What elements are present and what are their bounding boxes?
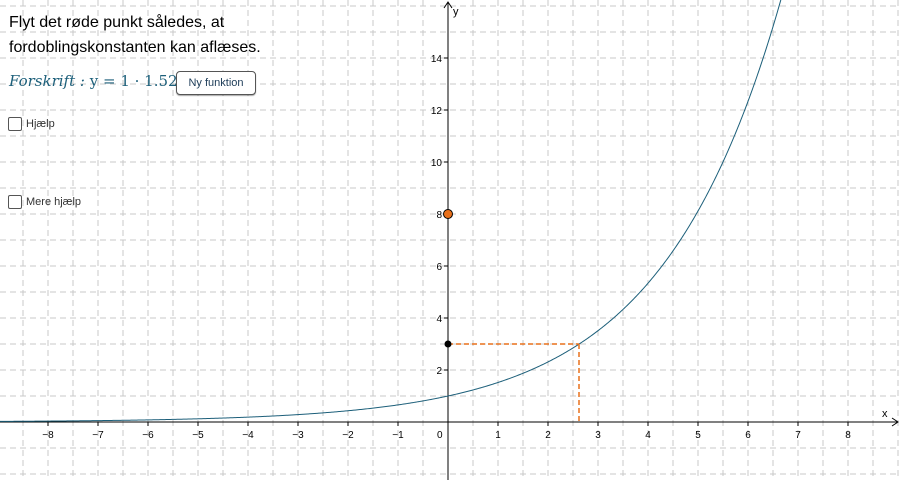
formula-label: Forskrift : bbox=[9, 72, 85, 90]
x-tick-label: −6 bbox=[142, 430, 154, 441]
x-tick-label: −5 bbox=[192, 430, 204, 441]
x-tick-label: 5 bbox=[695, 430, 701, 441]
x-tick-label: 7 bbox=[795, 430, 801, 441]
formula-expression: y = 1 · 1.52 bbox=[89, 72, 178, 90]
y-axis-arrow bbox=[443, 1, 453, 9]
y-tick-label: 12 bbox=[431, 106, 443, 117]
x-tick-label: 1 bbox=[495, 430, 501, 441]
x-tick-label: 8 bbox=[845, 430, 851, 441]
new-function-button[interactable]: Ny funktion bbox=[176, 71, 256, 95]
formula-display: Forskrift : y = 1 · 1.52x bbox=[9, 72, 183, 90]
x-tick-label: 2 bbox=[545, 430, 551, 441]
x-axis-label: x bbox=[882, 408, 888, 420]
y-tick-label: 4 bbox=[436, 314, 442, 325]
x-tick-label: −7 bbox=[92, 430, 104, 441]
black-point bbox=[444, 340, 452, 348]
y-tick-label: 8 bbox=[436, 210, 442, 221]
red-draggable-point[interactable] bbox=[443, 209, 453, 219]
x-tick-label: −4 bbox=[242, 430, 254, 441]
x-axis-arrow bbox=[891, 417, 899, 427]
x-tick-label: −3 bbox=[292, 430, 304, 441]
y-tick-label: 10 bbox=[431, 158, 443, 169]
exponential-curve[interactable] bbox=[0, 0, 782, 422]
y-tick-label: 6 bbox=[436, 262, 442, 273]
instruction-text: Flyt det røde punkt således, at fordobli… bbox=[9, 10, 289, 60]
y-tick-label: 14 bbox=[431, 54, 443, 65]
more-help-checkbox-label: Mere hjælp bbox=[26, 196, 82, 208]
x-tick-label: 3 bbox=[595, 430, 601, 441]
help-checkbox-box[interactable] bbox=[8, 117, 22, 131]
x-tick-label: 4 bbox=[645, 430, 651, 441]
help-checkbox-label: Hjælp bbox=[26, 118, 55, 130]
instruction-line-2: fordoblingskonstanten kan aflæses. bbox=[9, 39, 261, 56]
more-help-checkbox-box[interactable] bbox=[8, 195, 22, 209]
x-tick-label: −1 bbox=[392, 430, 404, 441]
x-tick-label: 0 bbox=[437, 430, 443, 441]
x-tick-label: −2 bbox=[342, 430, 354, 441]
help-checkbox[interactable]: Hjælp bbox=[8, 117, 55, 131]
x-tick-label: −8 bbox=[42, 430, 54, 441]
more-help-checkbox[interactable]: Mere hjælp bbox=[8, 195, 81, 209]
y-tick-label: 2 bbox=[436, 366, 442, 377]
instruction-line-1: Flyt det røde punkt således, at bbox=[9, 14, 225, 31]
y-axis-label: y bbox=[453, 6, 459, 18]
x-tick-label: 6 bbox=[745, 430, 751, 441]
